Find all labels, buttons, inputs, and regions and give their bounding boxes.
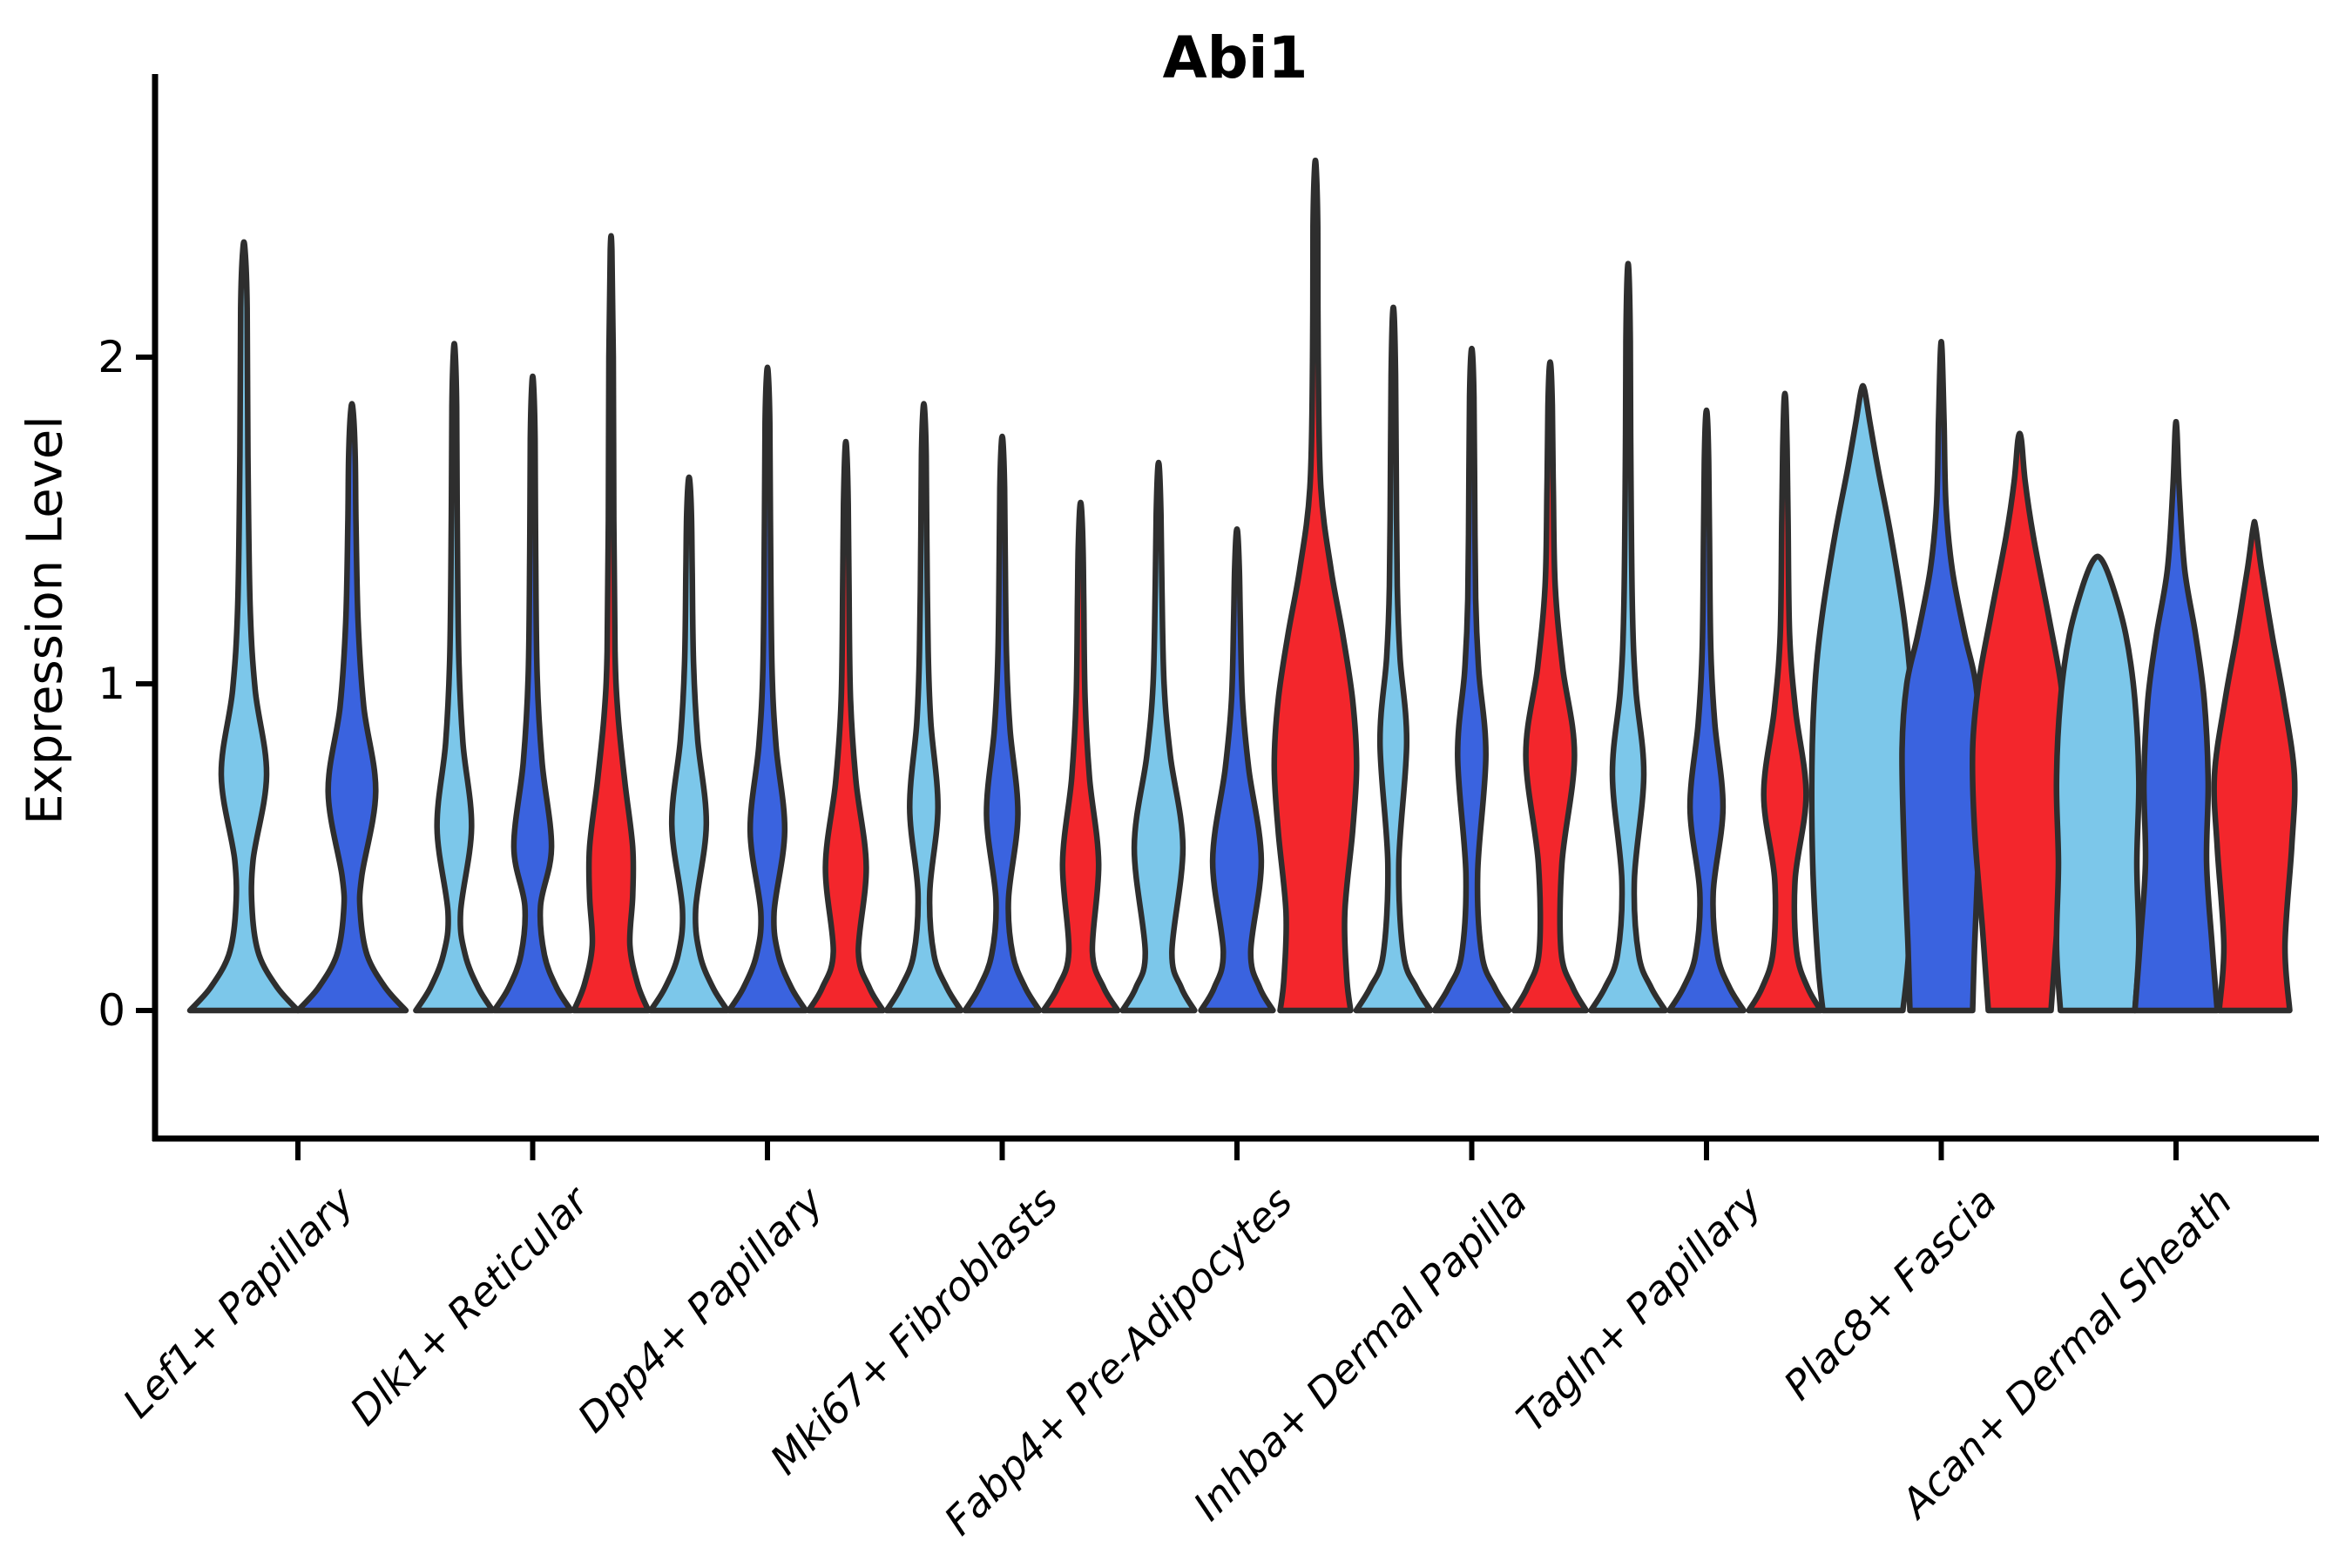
violin-7-light_blue (1808, 382, 1917, 1014)
violin-3-dark_blue (962, 433, 1043, 1014)
violin-7-red (1970, 430, 2071, 1014)
violin-8-red (2211, 518, 2298, 1014)
violin-4-red (1271, 157, 1360, 1014)
violin-2-light_blue (647, 474, 731, 1014)
violin-3-light_blue (883, 401, 964, 1014)
violin-2-dark_blue (726, 364, 809, 1014)
violin-8-dark_blue (2132, 418, 2220, 1014)
violin-1-light_blue (413, 341, 496, 1014)
violin-5-light_blue (1353, 304, 1434, 1014)
violin-3-red (1040, 499, 1121, 1014)
violin-5-red (1511, 359, 1590, 1014)
violin-6-light_blue (1588, 260, 1669, 1014)
violin-0-dark_blue (294, 401, 409, 1014)
chart-title: Abi1 (1162, 24, 1308, 91)
violin-4-light_blue (1119, 459, 1198, 1014)
violin-5-dark_blue (1431, 345, 1512, 1014)
violin-8-light_blue (2053, 553, 2142, 1014)
violin-0-light_blue (186, 239, 301, 1014)
violin-7-dark_blue (1899, 338, 1984, 1014)
violin-4-dark_blue (1198, 526, 1276, 1014)
violin-6-dark_blue (1666, 407, 1747, 1014)
y-tick-label-0: 0 (98, 985, 125, 1036)
violin-2-red (806, 438, 887, 1014)
violin-1-dark_blue (491, 373, 574, 1014)
violin-1-red (571, 233, 652, 1014)
violin-6-red (1746, 390, 1824, 1014)
y-axis-label: Expression Level (17, 416, 74, 825)
y-tick-label-1: 1 (98, 659, 125, 709)
y-tick-label-2: 2 (98, 332, 125, 382)
